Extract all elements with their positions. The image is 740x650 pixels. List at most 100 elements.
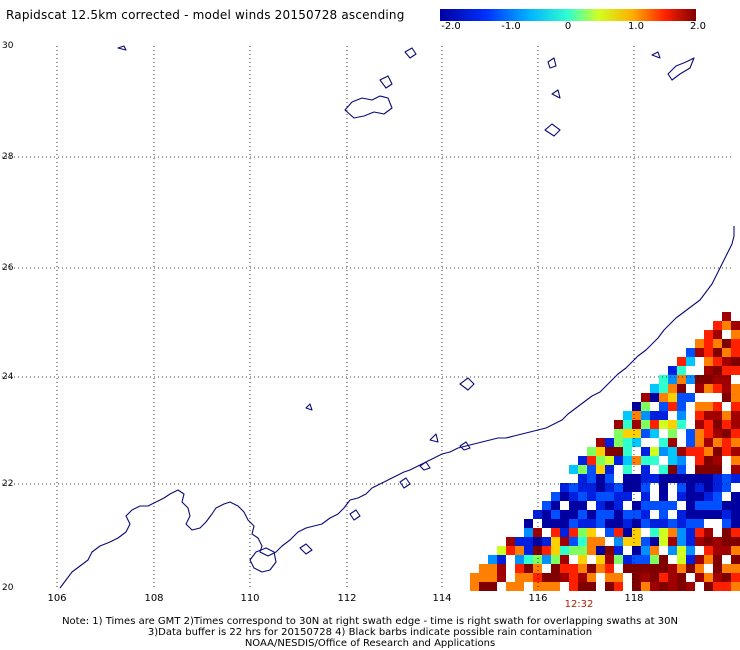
wind-cell bbox=[605, 474, 614, 483]
wind-cell bbox=[731, 546, 740, 555]
wind-cell bbox=[695, 375, 704, 384]
wind-cell bbox=[686, 483, 695, 492]
wind-cell bbox=[479, 582, 488, 591]
wind-cell bbox=[713, 366, 722, 375]
wind-cell bbox=[722, 573, 731, 582]
wind-cell bbox=[668, 447, 677, 456]
wind-cell bbox=[668, 537, 677, 546]
wind-cell bbox=[704, 555, 713, 564]
wind-cell bbox=[542, 510, 551, 519]
colorbar-label-max: 2.0 bbox=[690, 21, 706, 32]
wind-cell bbox=[614, 483, 623, 492]
wind-cell bbox=[632, 501, 641, 510]
wind-cell bbox=[686, 555, 695, 564]
wind-cell bbox=[479, 573, 488, 582]
wind-cell bbox=[713, 384, 722, 393]
wind-cell bbox=[731, 447, 740, 456]
wind-cell bbox=[542, 573, 551, 582]
wind-cell bbox=[623, 492, 632, 501]
wind-cell bbox=[632, 582, 641, 591]
wind-cell bbox=[731, 348, 740, 357]
wind-cell bbox=[695, 501, 704, 510]
wind-cell bbox=[632, 474, 641, 483]
wind-cell bbox=[668, 438, 677, 447]
wind-cell bbox=[713, 474, 722, 483]
wind-cell bbox=[704, 474, 713, 483]
wind-cell bbox=[731, 474, 740, 483]
wind-cell bbox=[533, 546, 542, 555]
wind-cell bbox=[659, 483, 668, 492]
wind-cell bbox=[704, 339, 713, 348]
wind-cell bbox=[659, 465, 668, 474]
wind-cell bbox=[722, 474, 731, 483]
wind-cell bbox=[659, 393, 668, 402]
wind-cell bbox=[578, 465, 587, 474]
wind-cell bbox=[713, 492, 722, 501]
wind-cell bbox=[497, 573, 506, 582]
wind-cell bbox=[686, 564, 695, 573]
wind-cell bbox=[641, 411, 650, 420]
wind-cell bbox=[713, 582, 722, 591]
wind-cell bbox=[731, 393, 740, 402]
wind-cell bbox=[623, 519, 632, 528]
wind-cell bbox=[614, 501, 623, 510]
wind-cell bbox=[722, 348, 731, 357]
wind-cell bbox=[695, 555, 704, 564]
wind-cell bbox=[596, 447, 605, 456]
wind-cell bbox=[686, 474, 695, 483]
wind-cell bbox=[650, 411, 659, 420]
wind-cell bbox=[560, 546, 569, 555]
lon-tick-118: 118 bbox=[624, 593, 644, 604]
wind-cell bbox=[677, 546, 686, 555]
wind-cell bbox=[524, 519, 533, 528]
wind-cell bbox=[722, 537, 731, 546]
wind-cell bbox=[731, 519, 740, 528]
wind-cell bbox=[623, 564, 632, 573]
wind-cell bbox=[659, 510, 668, 519]
wind-cell bbox=[641, 510, 650, 519]
wind-cell bbox=[470, 573, 479, 582]
wind-cell bbox=[506, 537, 515, 546]
wind-cell bbox=[614, 537, 623, 546]
wind-cell bbox=[587, 519, 596, 528]
wind-cell bbox=[578, 483, 587, 492]
wind-cell bbox=[695, 483, 704, 492]
wind-cell bbox=[722, 438, 731, 447]
wind-cell bbox=[677, 564, 686, 573]
wind-cell bbox=[659, 474, 668, 483]
colorbar-label-pos1: 1.0 bbox=[628, 21, 644, 32]
wind-cell bbox=[650, 429, 659, 438]
wind-cell bbox=[695, 474, 704, 483]
wind-cell bbox=[704, 501, 713, 510]
wind-cell bbox=[587, 510, 596, 519]
lat-tick-20: 20 bbox=[2, 583, 14, 593]
wind-cell bbox=[704, 447, 713, 456]
wind-cell bbox=[713, 564, 722, 573]
wind-cell bbox=[551, 555, 560, 564]
wind-cell bbox=[722, 564, 731, 573]
wind-cell bbox=[632, 456, 641, 465]
wind-cell bbox=[650, 573, 659, 582]
wind-cell bbox=[659, 582, 668, 591]
wind-cell bbox=[578, 501, 587, 510]
wind-cell bbox=[632, 573, 641, 582]
wind-cell bbox=[614, 573, 623, 582]
wind-cell bbox=[596, 438, 605, 447]
wind-cell bbox=[533, 537, 542, 546]
wind-cell bbox=[695, 402, 704, 411]
lon-tick-108: 108 bbox=[144, 593, 164, 604]
wind-cell bbox=[596, 555, 605, 564]
wind-cell bbox=[695, 573, 704, 582]
wind-cell bbox=[695, 564, 704, 573]
wind-cell bbox=[524, 537, 533, 546]
lat-tick-28: 28 bbox=[2, 152, 14, 162]
wind-cell bbox=[641, 582, 650, 591]
wind-cell bbox=[614, 420, 623, 429]
wind-cell bbox=[731, 321, 740, 330]
wind-cell bbox=[650, 393, 659, 402]
wind-cell bbox=[632, 528, 641, 537]
wind-cell bbox=[641, 420, 650, 429]
wind-cell bbox=[641, 546, 650, 555]
wind-cell bbox=[497, 564, 506, 573]
wind-cell bbox=[587, 537, 596, 546]
